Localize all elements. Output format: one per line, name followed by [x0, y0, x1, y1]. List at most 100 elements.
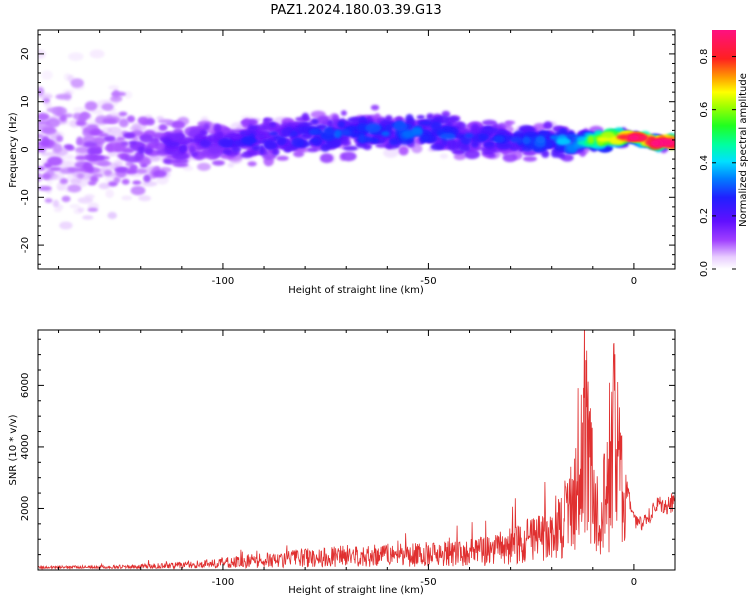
spectrogram-cell [200, 129, 208, 137]
spectrogram-cell [241, 135, 256, 145]
colorbar-tick-label: 0.4 [699, 155, 710, 171]
spectrogram-cell [301, 112, 310, 121]
spectrogram-cell [484, 127, 492, 133]
spectrogram-cell [291, 137, 305, 148]
colorbar-gradient [712, 30, 736, 269]
spectrogram-cell [556, 138, 572, 146]
spectrogram-cell [326, 119, 334, 129]
spectrogram-cell [145, 148, 153, 154]
snr-xlabel: Height of straight line (km) [288, 585, 424, 596]
spectrogram-cell [108, 85, 120, 90]
spectrogram-cell [523, 156, 537, 162]
spectrogram-cell [61, 195, 71, 203]
colorbar-tick-label: 0.0 [699, 261, 710, 277]
spectrogram-cell [38, 145, 43, 153]
spectrogram-cell [40, 151, 55, 157]
spectrogram-cell [139, 134, 154, 144]
colorbar-tick-label: 0.6 [699, 102, 710, 118]
spectrogram-cell [323, 127, 335, 136]
spectrogram-cell [439, 153, 449, 159]
spectrogram-cell [67, 167, 84, 173]
spectrogram-cell [132, 180, 142, 185]
spectrogram-cell [38, 120, 51, 125]
spectrogram-blobs [38, 49, 675, 230]
y-tick-label: -10 [20, 189, 31, 205]
spectrogram-cell [67, 184, 82, 193]
spectrogram-cell [74, 146, 91, 153]
spectrogram-cell [191, 152, 199, 157]
snr-series-line [38, 330, 675, 570]
spectrogram-cell [357, 124, 369, 132]
spectrogram-cell [398, 145, 409, 156]
spectrogram-cell [494, 135, 505, 143]
y-tick-label: 0 [20, 146, 31, 152]
spectrogram-cell [340, 151, 357, 162]
colorbar-tick-label: 0.2 [699, 208, 710, 224]
spectrogram-cell [222, 148, 232, 155]
spectrogram-cell [227, 163, 235, 168]
spectrogram-cell [69, 204, 81, 209]
spectrogram-cell [43, 162, 53, 169]
spectrogram-cell [108, 181, 118, 187]
spectrogram-cell [249, 125, 258, 131]
y-tick-label: 4000 [20, 434, 31, 459]
spectrogram-cell [359, 133, 366, 143]
spectrogram-cell [89, 129, 104, 136]
spectrogram-cell [276, 136, 287, 146]
spectrogram-cell [170, 158, 182, 164]
spectrogram-cell [247, 161, 257, 167]
y-tick-label: 2000 [20, 496, 31, 521]
spectrogram-cell [251, 144, 262, 151]
spectrogram-cell [426, 113, 434, 120]
spectrogram-cell [405, 114, 414, 124]
spectrogram-cell [389, 137, 399, 146]
spectrogram-cell [411, 127, 423, 135]
spectrogram-cell [375, 143, 389, 148]
spectrogram-cell [430, 121, 443, 131]
spectrogram-cell [470, 123, 480, 134]
spectrogram-cell [460, 136, 472, 145]
spectrogram-cell [549, 135, 559, 140]
figure-title: PAZ1.2024.180.03.39.G13 [270, 3, 441, 18]
x-tick-label: 0 [631, 577, 637, 588]
spectrogram-cell [587, 135, 595, 144]
spectrogram-cell [342, 145, 359, 151]
snr-ticks: -100 -50 0 2000 4000 6000 [20, 330, 676, 588]
spectrogram-cell [59, 178, 69, 185]
spectrogram-cell [59, 114, 67, 122]
spectrogram-cell [458, 144, 471, 153]
colorbar-label: Normalized spectral amplitude [738, 73, 749, 227]
spectrogram-cell [197, 162, 211, 171]
x-tick-label: 0 [631, 276, 637, 287]
spectrogram-cell [84, 101, 98, 111]
spectrogram-cell [307, 147, 318, 153]
spectrogram-cell [263, 117, 274, 123]
spectrogram-cell [478, 133, 490, 141]
spectrogram-cell [65, 154, 75, 160]
spectrogram-cell [393, 121, 408, 132]
spectrogram-cell [137, 146, 146, 155]
spectrogram-cell [102, 118, 117, 124]
spectrogram-cell [38, 86, 45, 96]
spectrogram-cell [504, 120, 516, 125]
spectrogram-xlabel: Height of straight line (km) [288, 285, 424, 296]
spectrogram-cell [41, 70, 53, 80]
spectrogram-cell [77, 173, 84, 179]
spectrogram-cell [600, 131, 615, 139]
spectrogram-cell [38, 112, 50, 121]
spectrogram-cell [38, 186, 52, 191]
spectrogram-cell [56, 135, 63, 142]
spectrogram-cell [76, 136, 84, 145]
spectrogram-cell [453, 153, 466, 161]
spectrogram-cell [163, 158, 173, 164]
spectrogram-cell [510, 142, 518, 150]
spectrogram-cell [425, 134, 433, 142]
snr-background [38, 330, 675, 570]
spectrogram-cell [510, 136, 523, 143]
spectrogram-cell [82, 215, 94, 220]
spectrogram-cell [38, 166, 45, 171]
spectrogram-cell [272, 147, 280, 156]
spectrogram-cell [107, 126, 122, 134]
spectrogram-cell [290, 130, 298, 138]
